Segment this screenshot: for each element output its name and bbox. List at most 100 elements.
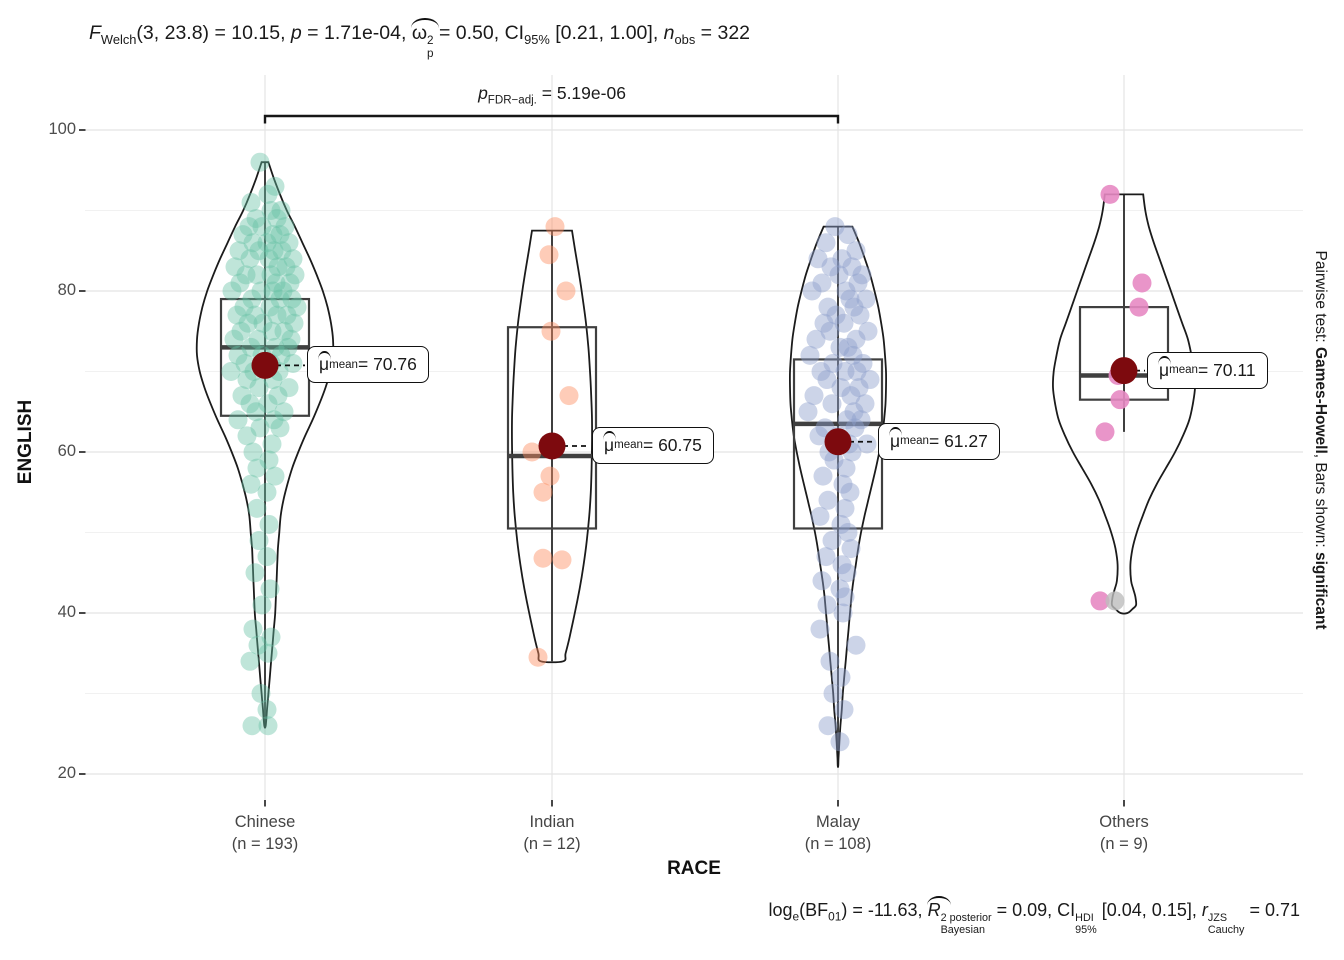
- jitter-point-chinese: [258, 394, 278, 414]
- jitter-point-malay: [826, 305, 846, 325]
- jitter-point-indian: [559, 386, 579, 406]
- jitter-point-chinese: [258, 184, 278, 204]
- jitter-point-chinese: [243, 233, 263, 253]
- jitter-point-chinese: [264, 241, 284, 261]
- jitter-point-chinese: [231, 321, 251, 341]
- jitter-point-chinese: [236, 265, 256, 285]
- jitter-point-chinese: [248, 635, 268, 655]
- jitter-point-chinese: [252, 595, 272, 615]
- jitter-point-chinese: [283, 249, 303, 269]
- group-name: Indian: [529, 813, 575, 831]
- jitter-point-malay: [860, 370, 880, 390]
- jitter-point-chinese: [238, 313, 258, 333]
- jitter-point-malay: [836, 281, 856, 301]
- jitter-point-chinese: [257, 547, 277, 567]
- jitter-point-chinese: [265, 466, 285, 486]
- jitter-point-malay: [850, 305, 870, 325]
- x-group-label-malay: Malay (n = 108): [758, 811, 918, 855]
- jitter-point-malay: [818, 297, 838, 317]
- jitter-point-chinese: [263, 281, 283, 301]
- jitter-point-malay: [822, 531, 842, 551]
- jitter-point-chinese: [270, 289, 290, 309]
- jitter-point-chinese: [274, 402, 294, 422]
- jitter-point-chinese: [251, 684, 271, 703]
- jitter-point-chinese: [245, 305, 265, 325]
- jitter-point-malay: [834, 313, 854, 333]
- jitter-point-chinese: [264, 410, 284, 430]
- jitter-point-malay: [844, 297, 864, 317]
- jitter-point-malay: [833, 603, 853, 623]
- jitter-point-malay: [841, 386, 861, 406]
- jitter-point-chinese: [258, 716, 278, 736]
- jitter-point-chinese: [260, 579, 280, 599]
- jitter-point-chinese: [261, 201, 281, 220]
- mean-label-others: μ mean = 70.11: [1147, 351, 1268, 389]
- jitter-point-malay: [833, 474, 853, 494]
- jitter-point-chinese: [241, 474, 261, 494]
- jitter-point-malay: [832, 555, 852, 575]
- jitter-point-malay: [856, 289, 876, 309]
- jitter-point-malay: [818, 716, 838, 736]
- mean-dot-chinese: [251, 351, 279, 379]
- jitter-point-others: [1129, 297, 1149, 317]
- jitter-point-chinese: [228, 345, 248, 365]
- jitter-point-malay: [818, 490, 838, 510]
- jitter-point-malay: [802, 281, 822, 301]
- stats-title: FWelch(3, 23.8) = 10.15, p = 1.71e-04, ω…: [89, 17, 751, 61]
- jitter-point-malay: [837, 410, 857, 430]
- jitter-point-malay: [849, 378, 869, 398]
- y-tick-label: 100: [48, 120, 76, 138]
- mean-label-indian: μ mean = 60.75: [592, 426, 714, 464]
- jitter-point-malay: [844, 402, 864, 422]
- jitter-point-chinese: [259, 249, 279, 269]
- jitter-point-chinese: [285, 265, 305, 285]
- jitter-point-chinese: [273, 281, 293, 301]
- jitter-point-chinese: [268, 257, 288, 277]
- jitter-point-chinese: [247, 498, 267, 518]
- x-axis-title: RACE: [667, 858, 721, 879]
- jitter-point-chinese: [265, 176, 285, 196]
- jitter-point-chinese: [243, 442, 263, 462]
- group-name: Chinese: [234, 813, 296, 831]
- jitter-point-malay: [835, 587, 855, 607]
- jitter-point-malay: [817, 595, 837, 615]
- jitter-point-chinese: [253, 313, 273, 333]
- y-tick-label: 80: [57, 281, 76, 299]
- jitter-point-chinese: [232, 386, 252, 406]
- jitter-point-malay: [829, 265, 849, 285]
- jitter-point-others: [1132, 273, 1152, 293]
- jitter-point-malay: [809, 426, 829, 446]
- pairwise-test-note: Pairwise test: Games-Howell, Bars shown:…: [1312, 250, 1329, 630]
- group-n: (n = 108): [804, 835, 872, 853]
- jitter-point-chinese: [275, 217, 295, 237]
- jitter-point-indian: [528, 647, 548, 667]
- jitter-point-malay: [823, 353, 843, 373]
- jitter-point-others: [1100, 184, 1120, 204]
- jitter-point-chinese: [251, 281, 271, 301]
- jitter-point-malay: [841, 539, 861, 559]
- jitter-point-malay: [855, 394, 875, 414]
- jitter-point-indian: [552, 550, 572, 570]
- jitter-point-chinese: [237, 426, 257, 446]
- jitter-point-chinese: [261, 265, 281, 285]
- group-name: Malay: [815, 813, 860, 831]
- jitter-point-chinese: [279, 378, 299, 398]
- jitter-point-malay: [830, 732, 850, 752]
- mean-label-malay: μ mean = 61.27: [878, 422, 1000, 460]
- jitter-point-malay: [798, 402, 818, 422]
- jitter-point-others: [1110, 390, 1130, 410]
- jitter-point-chinese: [249, 241, 269, 261]
- jitter-point-chinese: [265, 337, 285, 357]
- jitter-point-indian: [533, 548, 553, 568]
- jitter-point-chinese: [257, 700, 277, 720]
- mean-dot-indian: [538, 432, 566, 460]
- jitter-point-chinese: [249, 531, 269, 551]
- jitter-point-malay: [851, 410, 871, 430]
- jitter-point-chinese: [227, 305, 247, 325]
- jitter-point-chinese: [279, 233, 299, 253]
- jitter-point-indian: [539, 245, 559, 265]
- jitter-point-malay: [857, 434, 877, 454]
- jitter-point-malay: [852, 265, 872, 285]
- jitter-point-chinese: [268, 386, 288, 406]
